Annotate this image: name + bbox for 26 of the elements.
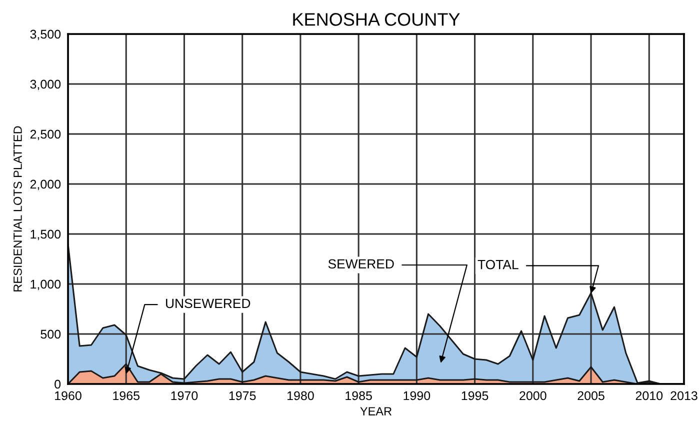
y-tick-label: 3,500 [30,30,61,40]
x-tick-label: 2013 [670,391,698,400]
y-tick-label: 0 [54,380,61,389]
x-tick-label: 2010 [636,391,663,400]
y-tick-label: 1,500 [30,230,61,240]
x-tick-label: 2000 [520,391,546,400]
y-tick-label: 2,000 [30,180,61,190]
y-tick-label: 3,000 [30,80,61,90]
annotation: SEWERED [328,259,394,269]
annotation: UNSEWERED [166,298,250,308]
y-axis-title: RESIDENTIAL LOTS PLATTED [14,126,22,292]
y-tick-label: 2,500 [30,130,61,140]
x-axis-title: YEAR [360,407,392,416]
x-tick-label: 2005 [578,391,604,400]
x-tick-label: 1980 [288,391,314,400]
chart-title: KENOSHA COUNTY [293,13,460,26]
x-tick-label: 1960 [55,391,82,400]
x-tick-label: 1995 [462,391,488,400]
y-tick-label: 1,000 [30,280,61,290]
x-tick-label: 1970 [171,391,198,400]
x-tick-label: 1985 [346,391,372,400]
x-tick-label: 1990 [404,391,430,400]
annotation: TOTAL [478,260,518,270]
x-tick-label: 1975 [229,391,256,400]
x-tick-label: 1965 [113,391,140,400]
y-tick-label: 500 [40,330,61,339]
